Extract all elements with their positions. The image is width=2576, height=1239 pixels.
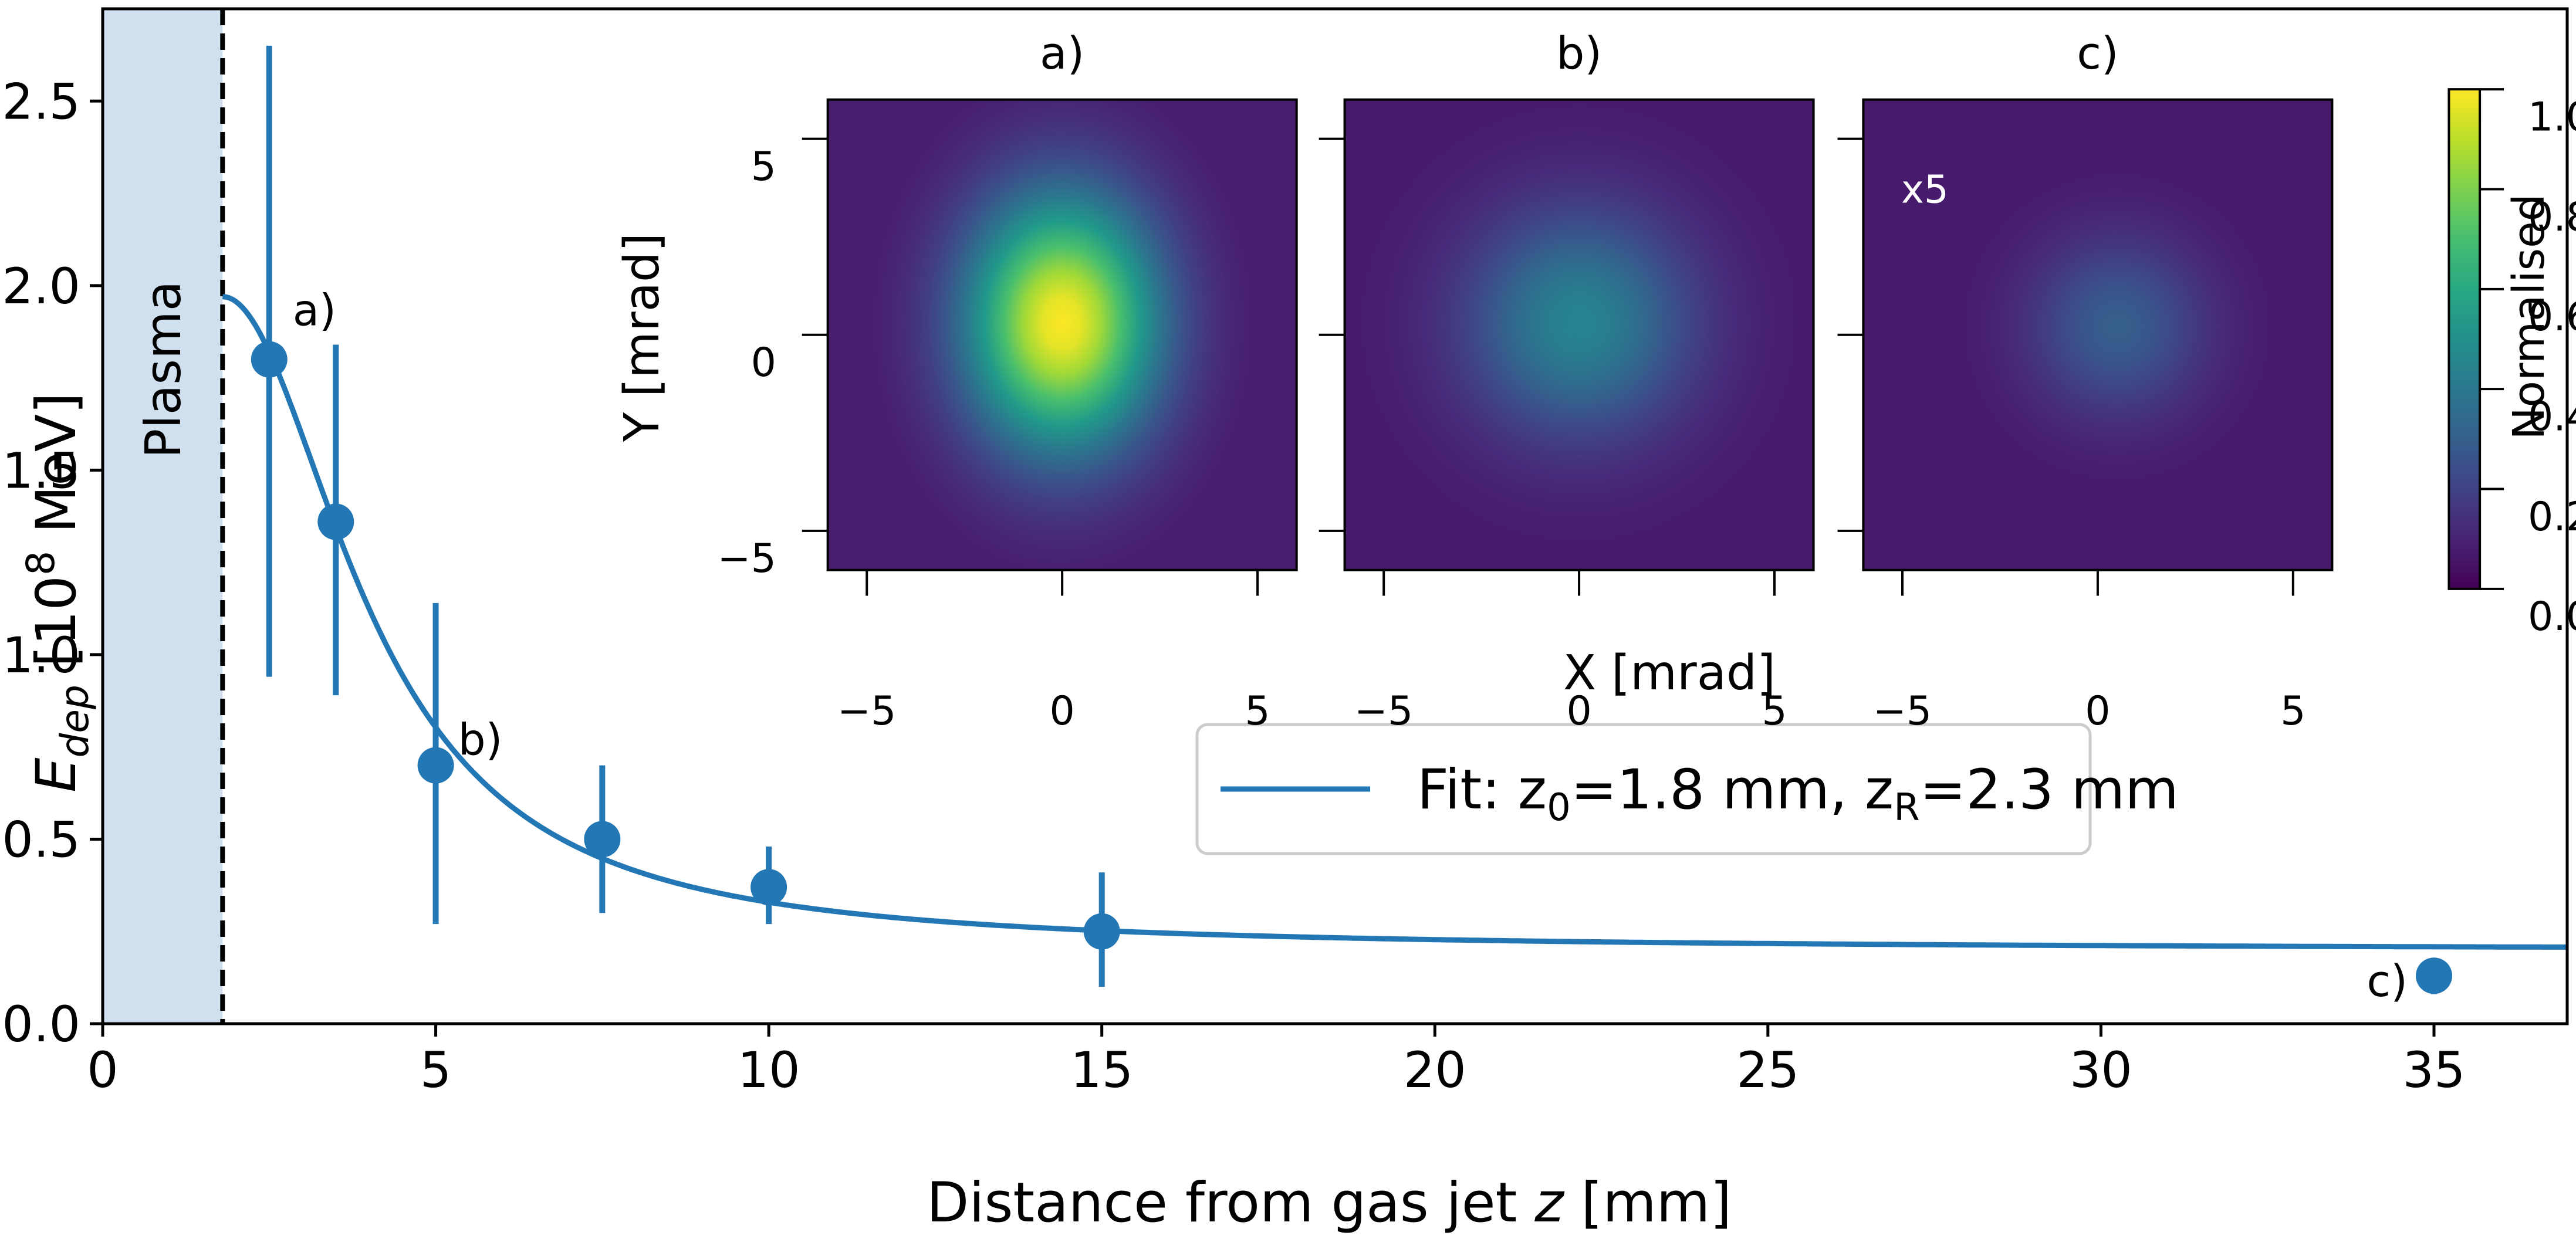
heatmap-image	[1863, 99, 2332, 570]
x-tick-label: 35	[2403, 1041, 2466, 1099]
y-tick-label: 1.5	[2, 442, 80, 499]
inset-x-tick-label: 0	[1050, 688, 1075, 734]
y-tick-label: 2.5	[2, 73, 80, 130]
data-point	[751, 869, 787, 906]
main-axes-frame	[101, 7, 2569, 1025]
inset-panel-c: c) x5 −5 0 5	[1837, 27, 2334, 734]
data-point	[317, 503, 354, 540]
colorbar-label: Normalised	[2504, 194, 2554, 439]
plasma-label: Plasma	[134, 281, 192, 459]
data-point	[251, 341, 288, 378]
inset-y-tick-label: −5	[718, 536, 776, 582]
inset-title: b)	[1556, 27, 1602, 79]
x-tick-label: 20	[1404, 1041, 1466, 1099]
inset-x-tick-label: −5	[1354, 688, 1413, 734]
legend-box	[1195, 723, 2092, 855]
colorbar-tick-label: 0.8	[2528, 194, 2576, 241]
inset-x-tick-label: −5	[1873, 688, 1932, 734]
x-tick-label: 30	[2070, 1041, 2132, 1099]
data-point	[1083, 913, 1120, 950]
y-tick-label: 2.0	[2, 258, 80, 315]
inset-x-tick-label: 0	[2085, 688, 2110, 734]
inset-y-tick-label: 5	[751, 144, 776, 190]
colorbar-gradient	[2447, 88, 2482, 590]
y-tick-label: 0.5	[2, 811, 80, 868]
data-points: a) b) c)	[251, 45, 2452, 1007]
legend-label: Fit: z0=1.8 mm, zR=2.3 mm	[1417, 758, 2179, 830]
colorbar-tick-label: 0.0	[2528, 594, 2576, 640]
y-tick-label: 1.0	[2, 627, 80, 684]
inset-y-tick-label: 0	[751, 340, 776, 386]
inset-x-tick-label: 5	[2280, 688, 2305, 734]
inset-title: a)	[1040, 27, 1084, 79]
x-tick-label: 25	[1736, 1041, 1799, 1099]
data-point	[417, 747, 454, 784]
inset-title: c)	[2077, 27, 2118, 79]
colorbar-tick-label: 1.0	[2528, 94, 2576, 140]
point-label: a)	[293, 286, 336, 336]
x-tick-label: 15	[1070, 1041, 1133, 1099]
inset-x-tick-label: −5	[837, 688, 896, 734]
y-tick-label: 0.0	[2, 996, 80, 1053]
colorbar-tick-label: 0.6	[2528, 294, 2576, 340]
data-point	[584, 821, 621, 858]
colorbar-tick-label: 0.4	[2528, 394, 2576, 440]
inset-y-axis-label: Y [mrad]	[614, 233, 670, 442]
x-tick-label: 5	[420, 1041, 451, 1099]
colorbar-tick-label: 0.2	[2528, 494, 2576, 540]
colorbar-ticks: 0.0 0.2 0.4 0.6 0.8 1.0	[2480, 88, 2576, 640]
point-label: b)	[458, 715, 503, 766]
data-point	[2415, 957, 2452, 994]
inset-annotation: x5	[1901, 167, 1949, 212]
heatmap-image	[1344, 99, 1814, 570]
x-tick-label: 0	[87, 1041, 118, 1099]
main-plot: Plasma 0 5 10 15 20 25 30 350.00.51.01.52.02.5 …	[2, 7, 2569, 1235]
inset-x-tick-label: 0	[1566, 688, 1591, 734]
plasma-region	[103, 9, 223, 1024]
main-ticks: 0 5 10 15 20 25 30 35 0.0 0.5 1.0 1.5 2.0 2.5	[2, 73, 2465, 1099]
inset-panels: X [mrad] Y [mrad] a) −5 0 5 5 0 −5 b) −5 0 5 c) x5 −5…	[614, 27, 2334, 734]
inset-x-tick-label: 5	[1762, 688, 1787, 734]
inset-x-tick-label: 5	[1245, 688, 1270, 734]
heatmap-image	[827, 99, 1297, 570]
y-axis-label: Edep [108 MeV]	[18, 392, 97, 793]
legend: Fit: z0=1.8 mm, zR=2.3 mm	[1195, 723, 2179, 855]
inset-panel-a: a) −5 0 5 5 0 −5	[718, 27, 1298, 734]
point-label: c)	[2367, 956, 2408, 1007]
inset-panel-b: b) −5 0 5	[1319, 27, 1815, 734]
inset-x-axis-label: X [mrad]	[1563, 645, 1776, 701]
colorbar: 0.0 0.2 0.4 0.6 0.8 1.0 Normalised	[2447, 88, 2576, 640]
x-tick-label: 10	[738, 1041, 800, 1099]
fit-curve	[222, 294, 2567, 950]
x-axis-label: Distance from gas jet z [mm]	[927, 1171, 1732, 1235]
